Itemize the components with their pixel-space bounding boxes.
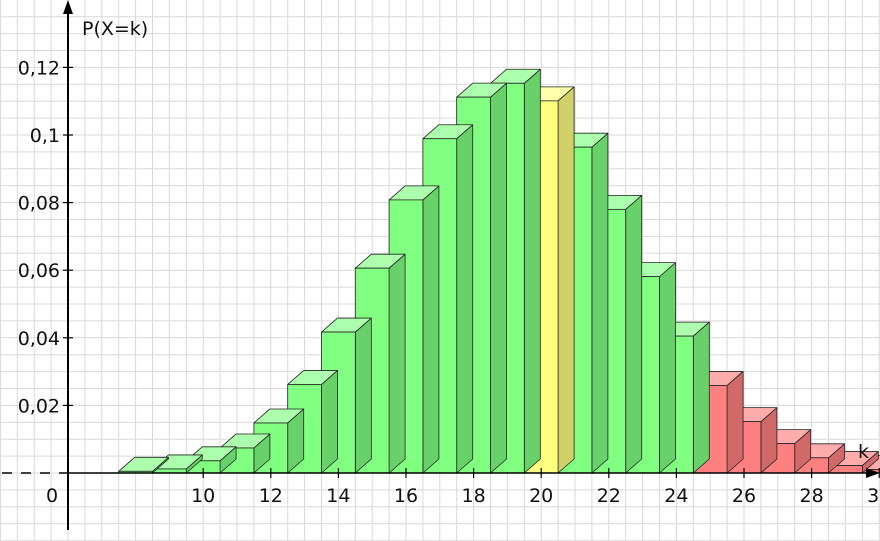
bar-side — [523, 68, 541, 474]
x-tick-label: 30 — [867, 485, 880, 507]
x-tick-label: 16 — [394, 485, 418, 507]
bar-side — [726, 371, 744, 474]
y-tick-label: 0,08 — [18, 193, 60, 215]
y-axis-arrow — [63, 0, 73, 14]
y-tick-label: 0,04 — [18, 328, 60, 350]
bar-side — [659, 262, 676, 474]
bar-k-15 — [354, 253, 406, 474]
x-tick-label: 28 — [800, 485, 824, 507]
y-tick-label: 0,1 — [30, 125, 60, 147]
y-axis-title: P(X=k) — [82, 18, 148, 40]
bar-side — [692, 321, 710, 474]
x-tick-label: 14 — [326, 485, 350, 507]
bar-k-11 — [219, 433, 271, 474]
x-axis-title: k — [858, 441, 869, 463]
x-tick-label: 18 — [462, 485, 486, 507]
tick-labels: 10 12 14 16 18 20 22 24 26 28 30 0,02 0,04 0,06 0,08 0,… — [18, 57, 880, 507]
bar-k-14 — [321, 317, 372, 474]
bar-side — [557, 86, 575, 474]
bar-side — [456, 124, 474, 474]
bar-side — [388, 253, 406, 474]
x-tick-label: 20 — [529, 485, 553, 507]
bar-side — [490, 82, 507, 474]
x-tick-label: 24 — [664, 485, 688, 507]
axes — [2, 0, 880, 530]
x-tick-label: 26 — [732, 485, 756, 507]
x-axis-arrow — [866, 468, 880, 478]
y-tick-label: 0,12 — [18, 57, 60, 79]
x-tick-label: 22 — [597, 485, 621, 507]
bar-side — [591, 132, 609, 474]
bars — [118, 68, 880, 474]
bar-side — [321, 370, 338, 474]
bar-side — [354, 317, 372, 474]
bar-side — [625, 194, 643, 474]
y-tick-label: 0,06 — [18, 260, 60, 282]
y-tick-label: 0,02 — [18, 395, 60, 417]
origin-label: 0 — [46, 485, 58, 507]
x-tick-label: 10 — [191, 485, 215, 507]
bar-side — [422, 185, 440, 474]
x-tick-label: 12 — [259, 485, 283, 507]
bar-k-8 — [118, 456, 169, 474]
